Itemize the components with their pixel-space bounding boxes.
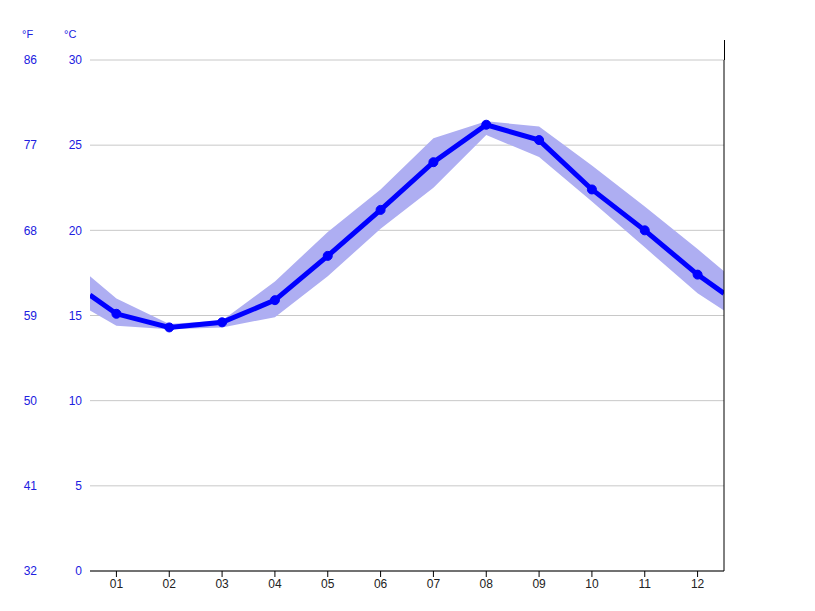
svg-text:50: 50 [24,394,38,408]
svg-text:09: 09 [532,577,546,591]
svg-text:05: 05 [321,577,335,591]
svg-text:02: 02 [163,577,177,591]
svg-text:07: 07 [427,577,441,591]
svg-text:04: 04 [268,577,282,591]
svg-text:0: 0 [75,564,82,578]
svg-text:20: 20 [69,224,83,238]
svg-text:30: 30 [69,53,83,67]
svg-text:06: 06 [374,577,388,591]
svg-text:08: 08 [480,577,494,591]
svg-text:5: 5 [75,479,82,493]
svg-text:12: 12 [691,577,705,591]
svg-text:10: 10 [69,394,83,408]
svg-text:11: 11 [639,577,652,591]
svg-text:32: 32 [24,564,38,578]
svg-text:15: 15 [69,309,83,323]
svg-text:77: 77 [24,138,38,152]
html-text:°C: °C [64,28,77,40]
svg-text:86: 86 [24,53,38,67]
svg-text:59: 59 [24,309,38,323]
html-text:°F: °F [22,28,34,40]
svg-text:10: 10 [585,577,599,591]
svg-text:01: 01 [110,577,124,591]
svg-text:68: 68 [24,224,38,238]
svg-text:41: 41 [24,479,38,493]
svg-text:25: 25 [69,138,83,152]
svg-text:03: 03 [215,577,229,591]
